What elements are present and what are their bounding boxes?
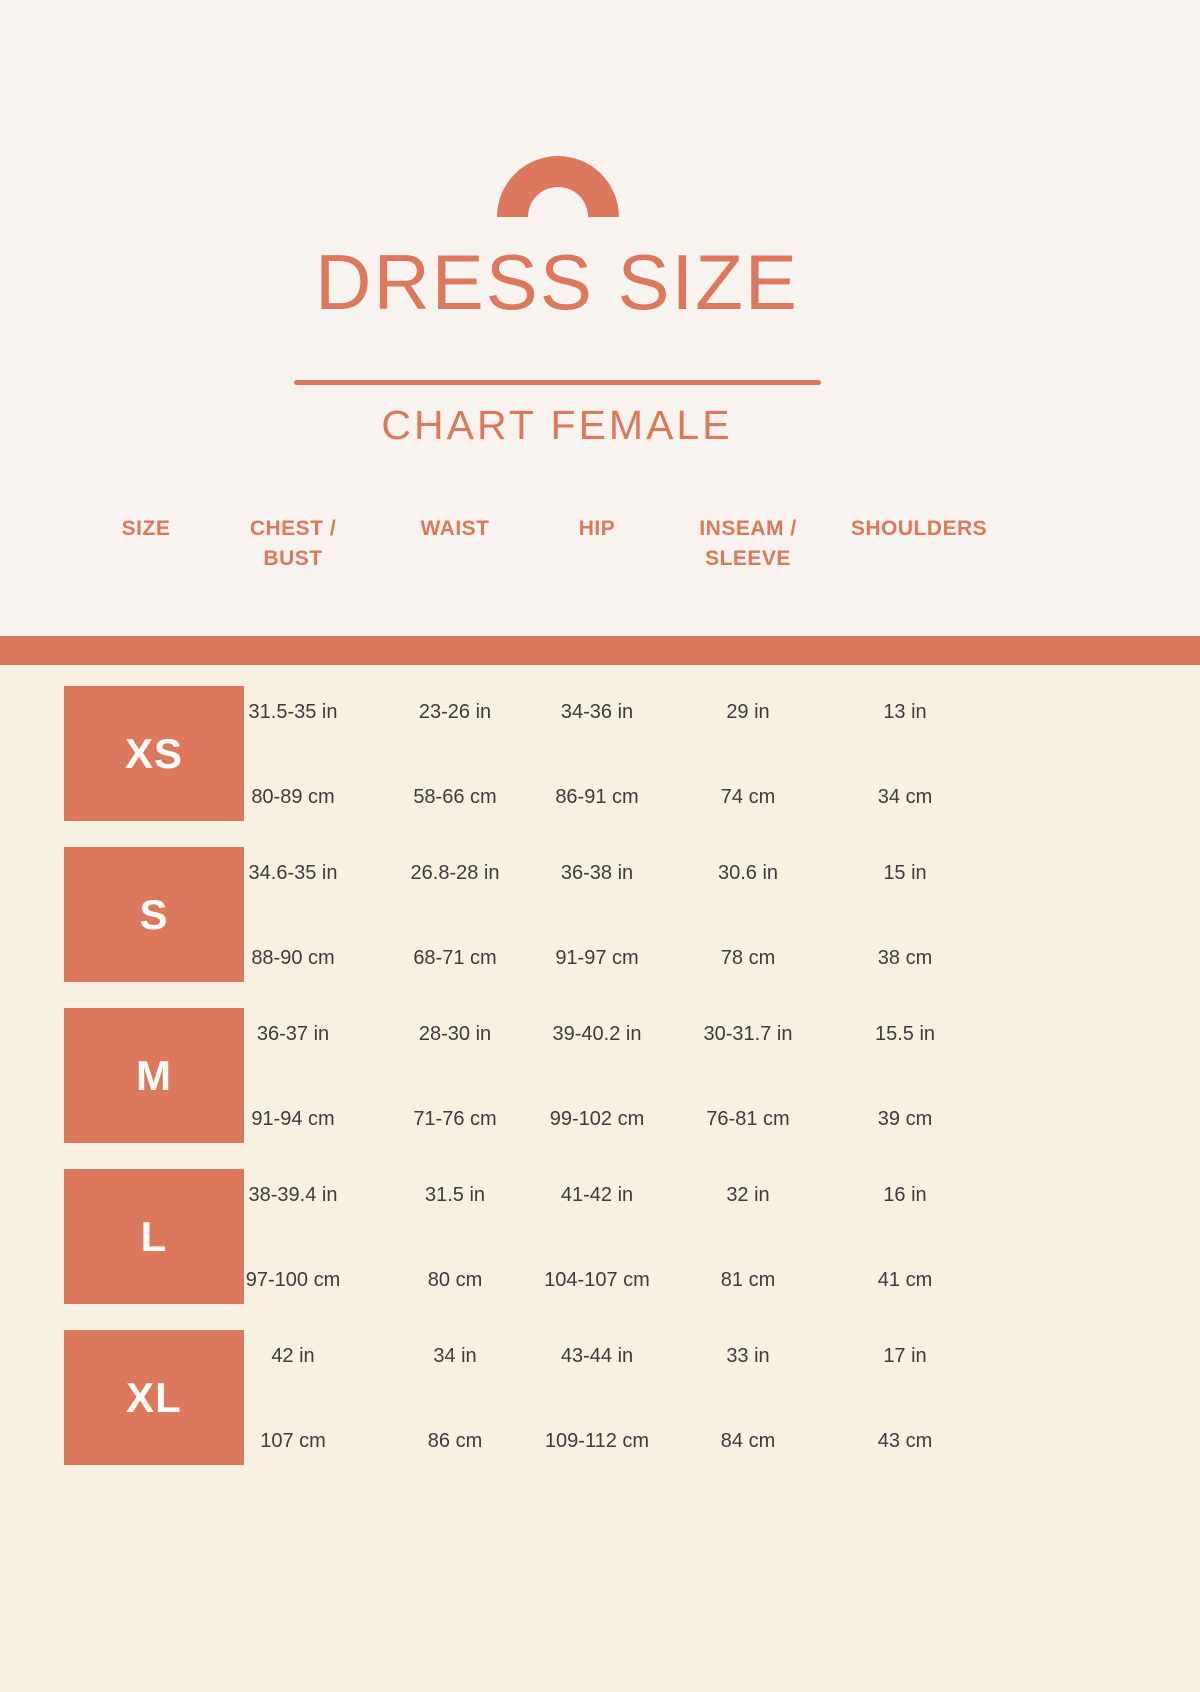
chest-bust-cm-value: 80-89 cm	[251, 786, 335, 808]
hip-in-value: 39-40.2 in	[552, 1023, 642, 1045]
inseam-sleeve-cm-value: 76-81 cm	[706, 1108, 790, 1130]
hip-in-value: 36-38 in	[560, 862, 634, 884]
size-badge-s: S	[64, 847, 244, 982]
column-header-line: CHEST /	[249, 517, 337, 540]
column-header-line: HIP	[578, 517, 616, 540]
waist-cm-value: 58-66 cm	[413, 786, 497, 808]
hip-cm-value: 104-107 cm	[544, 1269, 650, 1291]
title-underline	[294, 380, 821, 385]
waist-cm-value: 80 cm	[427, 1269, 483, 1291]
header-section: DRESS SIZE CHART FEMALE SIZE CHEST / BUS…	[0, 0, 1200, 636]
shoulders-cm-value: 39 cm	[877, 1108, 933, 1130]
waist-in-value: 31.5 in	[424, 1184, 486, 1206]
inseam-sleeve-cm-value: 81 cm	[720, 1269, 776, 1291]
hip-cm-value: 91-97 cm	[555, 947, 639, 969]
column-header-line: SLEEVE	[705, 547, 791, 570]
inseam-sleeve-in-value: 33 in	[726, 1345, 770, 1367]
size-row-s: S 34.6-35 in 26.8-28 in 36-38 in 30.6 in…	[0, 847, 1200, 982]
waist-cm-value: 86 cm	[427, 1430, 483, 1452]
page-subtitle: CHART FEMALE	[381, 402, 733, 448]
shoulders-in-value: 13 in	[883, 701, 927, 723]
inseam-sleeve-cm-value: 78 cm	[720, 947, 776, 969]
waist-in-value: 23-26 in	[418, 701, 492, 723]
chest-bust-in-value: 42 in	[271, 1345, 315, 1367]
waist-cm-value: 68-71 cm	[413, 947, 497, 969]
chest-bust-cm-value: 97-100 cm	[245, 1269, 341, 1291]
shoulders-cm-value: 41 cm	[877, 1269, 933, 1291]
column-header-line: SIZE	[121, 517, 171, 540]
chest-bust-cm-value: 88-90 cm	[251, 947, 335, 969]
waist-in-value: 28-30 in	[418, 1023, 492, 1045]
waist-in-value: 26.8-28 in	[410, 862, 500, 884]
shoulders-in-value: 15 in	[883, 862, 927, 884]
inseam-sleeve-cm-value: 74 cm	[720, 786, 776, 808]
shoulders-in-value: 17 in	[883, 1345, 927, 1367]
hip-in-value: 43-44 in	[560, 1345, 634, 1367]
size-row-xl: XL 42 in 34 in 43-44 in 33 in 17 in 107 …	[0, 1330, 1200, 1465]
shoulders-cm-value: 34 cm	[877, 786, 933, 808]
column-header-line: INSEAM /	[699, 517, 797, 540]
hip-cm-value: 86-91 cm	[555, 786, 639, 808]
size-label: S	[139, 890, 169, 938]
size-badge-xl: XL	[64, 1330, 244, 1465]
shoulders-cm-value: 43 cm	[877, 1430, 933, 1452]
column-header-line: BUST	[263, 547, 323, 570]
hip-cm-value: 99-102 cm	[549, 1108, 645, 1130]
size-label: L	[140, 1212, 168, 1260]
column-header-inseam-sleeve: INSEAM / SLEEVE	[699, 514, 796, 574]
size-row-xs: XS 31.5-35 in 23-26 in 34-36 in 29 in 13…	[0, 686, 1200, 821]
page-title: DRESS SIZE	[315, 238, 799, 326]
hip-in-value: 34-36 in	[560, 701, 634, 723]
hip-in-value: 41-42 in	[560, 1184, 634, 1206]
waist-in-value: 34 in	[433, 1345, 477, 1367]
size-label: XS	[124, 729, 184, 777]
column-header-hip: HIP	[579, 514, 616, 544]
column-header-size: SIZE	[122, 514, 171, 544]
shoulders-in-value: 15.5 in	[874, 1023, 936, 1045]
chest-bust-in-value: 31.5-35 in	[248, 701, 338, 723]
size-badge-l: L	[64, 1169, 244, 1304]
size-row-l: L 38-39.4 in 31.5 in 41-42 in 32 in 16 i…	[0, 1169, 1200, 1304]
size-row-m: M 36-37 in 28-30 in 39-40.2 in 30-31.7 i…	[0, 1008, 1200, 1143]
inseam-sleeve-in-value: 29 in	[726, 701, 770, 723]
column-header-waist: WAIST	[421, 514, 490, 544]
chest-bust-in-value: 34.6-35 in	[248, 862, 338, 884]
inseam-sleeve-cm-value: 84 cm	[720, 1430, 776, 1452]
size-badge-m: M	[64, 1008, 244, 1143]
column-header-line: WAIST	[420, 517, 490, 540]
column-header-line: SHOULDERS	[850, 517, 988, 540]
size-badge-xs: XS	[64, 686, 244, 821]
hip-cm-value: 109-112 cm	[544, 1430, 650, 1452]
inseam-sleeve-in-value: 30-31.7 in	[703, 1023, 793, 1045]
inseam-sleeve-in-value: 32 in	[726, 1184, 770, 1206]
inseam-sleeve-in-value: 30.6 in	[717, 862, 779, 884]
divider-band	[0, 636, 1200, 665]
size-label: XL	[126, 1373, 182, 1421]
column-header-chest-bust: CHEST / BUST	[250, 514, 336, 574]
shoulders-in-value: 16 in	[883, 1184, 927, 1206]
chest-bust-in-value: 36-37 in	[256, 1023, 330, 1045]
waist-cm-value: 71-76 cm	[413, 1108, 497, 1130]
arch-icon	[497, 156, 619, 217]
chest-bust-in-value: 38-39.4 in	[248, 1184, 338, 1206]
size-label: M	[136, 1051, 172, 1099]
chest-bust-cm-value: 107 cm	[260, 1430, 326, 1452]
shoulders-cm-value: 38 cm	[877, 947, 933, 969]
chest-bust-cm-value: 91-94 cm	[251, 1108, 335, 1130]
column-header-shoulders: SHOULDERS	[851, 514, 987, 544]
